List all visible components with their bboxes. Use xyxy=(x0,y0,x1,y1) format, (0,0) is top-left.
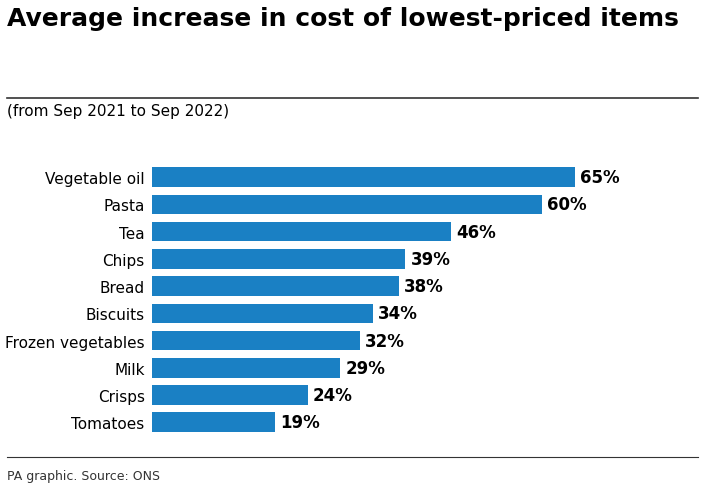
Bar xyxy=(152,331,360,350)
Bar xyxy=(152,385,308,405)
Text: 38%: 38% xyxy=(404,277,444,295)
Bar xyxy=(152,168,575,188)
Text: 65%: 65% xyxy=(580,169,620,187)
Text: 39%: 39% xyxy=(410,250,450,268)
Bar xyxy=(152,250,405,269)
Text: 60%: 60% xyxy=(547,196,587,214)
Bar xyxy=(152,277,399,296)
Bar xyxy=(152,195,542,215)
Text: 32%: 32% xyxy=(365,332,405,350)
Bar xyxy=(152,223,451,242)
Text: 29%: 29% xyxy=(345,359,386,377)
Text: Average increase in cost of lowest-priced items: Average increase in cost of lowest-price… xyxy=(7,7,679,31)
Text: (from Sep 2021 to Sep 2022): (from Sep 2021 to Sep 2022) xyxy=(7,104,229,119)
Text: 24%: 24% xyxy=(313,386,352,404)
Bar xyxy=(152,304,373,323)
Bar xyxy=(152,412,275,432)
Text: 34%: 34% xyxy=(378,305,418,323)
Text: 46%: 46% xyxy=(456,223,496,241)
Text: PA graphic. Source: ONS: PA graphic. Source: ONS xyxy=(7,469,160,482)
Text: 19%: 19% xyxy=(281,413,320,431)
Bar xyxy=(152,358,341,378)
